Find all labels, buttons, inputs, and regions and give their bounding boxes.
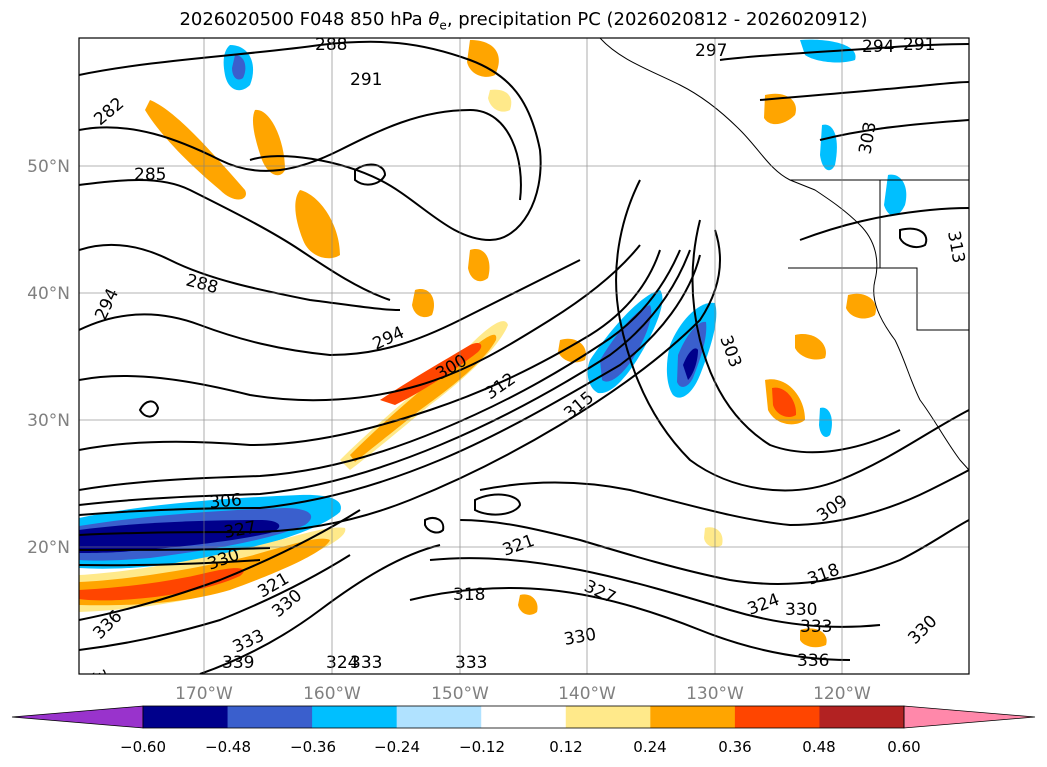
colorbar-tick-label: 0.36 — [718, 738, 751, 756]
contour-label: 297 — [695, 41, 727, 61]
map-frame — [78, 37, 970, 675]
theta-e-contours — [79, 40, 969, 674]
colorbar-segment — [481, 706, 567, 728]
contour-label: 327 — [87, 667, 117, 704]
lon-label: 120°W — [813, 684, 871, 704]
contour-label: 330 — [904, 611, 941, 648]
contour-label: 303 — [715, 333, 745, 370]
lat-label: 40°N — [27, 284, 70, 304]
colorbar-ticks: −0.60 −0.48 −0.36 −0.24 −0.12 0.12 0.24 … — [120, 738, 921, 756]
contour-label: 333 — [350, 653, 382, 673]
map-panel: 288 291 297 294 291 282 285 303 313 294 … — [79, 35, 969, 704]
colorbar-segment — [396, 706, 482, 728]
contour-label: 327 — [581, 576, 619, 608]
contour-label: 294 — [370, 323, 408, 355]
contour-label: 321 — [500, 531, 537, 561]
lon-label: 160°W — [303, 684, 361, 704]
contour-label: 285 — [134, 165, 166, 185]
colorbar-extend-low — [11, 705, 144, 729]
colorbar-segment — [227, 706, 313, 728]
colorbar-segment — [143, 706, 229, 728]
contour-label: 303 — [855, 120, 880, 155]
colorbar-extend-high — [903, 705, 1036, 729]
colorbar-tick-label: −0.36 — [290, 738, 336, 756]
colorbar-tick-label: −0.24 — [374, 738, 420, 756]
contour-label: 318 — [453, 585, 485, 605]
graticule — [79, 38, 969, 674]
contour-label: 288 — [315, 35, 347, 55]
lon-label: 150°W — [431, 684, 489, 704]
colorbar-segment — [565, 706, 651, 728]
colorbar-segment — [734, 706, 820, 728]
colorbar-tick-label: 0.12 — [549, 738, 582, 756]
lat-label: 20°N — [27, 538, 70, 558]
colorbar-tick-label: −0.60 — [120, 738, 166, 756]
colorbar-tick-label: 0.48 — [802, 738, 835, 756]
contour-label: 330 — [785, 600, 817, 620]
colorbar-tick-label: 0.24 — [633, 738, 666, 756]
contour-label: 324 — [745, 590, 782, 620]
coastline — [599, 38, 969, 471]
colorbar-tick-label: −0.48 — [205, 738, 251, 756]
contour-label: 339 — [222, 653, 254, 673]
map-title: 2026020500 F048 850 hPa θe, precipitatio… — [179, 9, 868, 33]
contour-label: 313 — [943, 229, 968, 264]
lat-label: 30°N — [27, 411, 70, 431]
colorbar-segment — [312, 706, 398, 728]
colorbar-tick-label: 0.60 — [887, 738, 920, 756]
colorbar-tick-label: −0.12 — [459, 738, 505, 756]
lon-label: 140°W — [558, 684, 616, 704]
contour-label: 291 — [350, 70, 382, 90]
contour-label: 312 — [481, 369, 519, 404]
contour-label: 336 — [797, 651, 829, 671]
colorbar — [11, 705, 1036, 729]
contour-label: 324 — [326, 653, 358, 673]
colorbar-segment — [650, 706, 736, 728]
contour-label: 333 — [800, 617, 832, 637]
contour-label: 315 — [560, 388, 598, 424]
colorbar-frame — [142, 705, 905, 729]
contour-label: 294 — [862, 37, 894, 57]
contour-label: 333 — [455, 653, 487, 673]
lat-label: 50°N — [27, 157, 70, 177]
lon-label: 170°W — [175, 684, 233, 704]
lon-label: 130°W — [686, 684, 744, 704]
colorbar-segment — [819, 706, 905, 728]
contour-label: 282 — [90, 94, 128, 130]
contour-label: 306 — [209, 490, 243, 513]
contour-label: 318 — [805, 560, 842, 590]
contour-label: 288 — [184, 271, 221, 299]
contour-label: 330 — [562, 625, 597, 650]
contour-label: 291 — [903, 35, 935, 55]
precipitation-shading — [79, 39, 907, 648]
contour-label: 336 — [89, 606, 126, 643]
